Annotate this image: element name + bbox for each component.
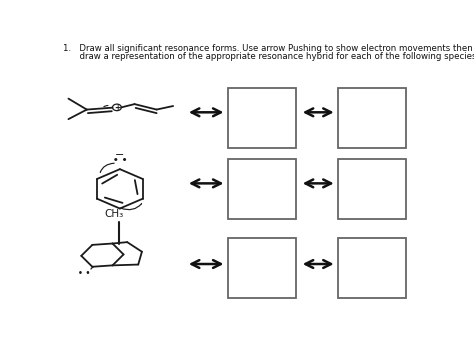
Text: CH₃: CH₃: [104, 209, 123, 219]
FancyArrowPatch shape: [100, 163, 114, 172]
FancyArrowPatch shape: [104, 105, 108, 107]
FancyArrowPatch shape: [120, 204, 142, 210]
Bar: [338, 88, 406, 148]
Bar: [228, 159, 296, 219]
Bar: [338, 238, 406, 298]
Bar: [228, 238, 296, 298]
Text: 1.   Draw all significant resonance forms. Use arrow Pushing to show electron mo: 1. Draw all significant resonance forms.…: [63, 44, 473, 53]
FancyArrowPatch shape: [91, 267, 93, 269]
Text: −: −: [115, 150, 125, 160]
Bar: [338, 159, 406, 219]
Text: • •: • •: [113, 156, 127, 165]
Text: draw a representation of the appropriate resonance hybrid for each of the follow: draw a representation of the appropriate…: [63, 52, 474, 61]
Text: +: +: [114, 103, 120, 112]
Text: • •: • •: [78, 269, 91, 278]
Bar: [228, 88, 296, 148]
